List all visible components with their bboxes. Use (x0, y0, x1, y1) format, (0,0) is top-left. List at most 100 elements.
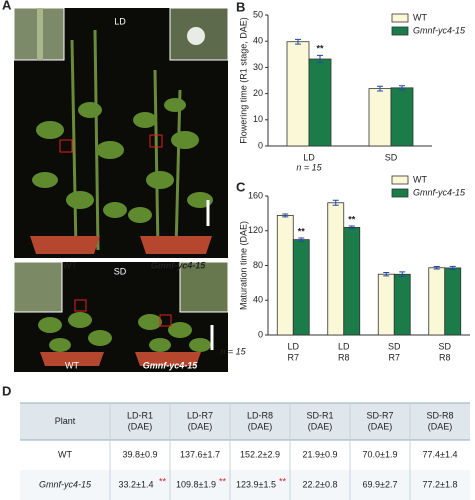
error-bar (449, 265, 456, 270)
table-header: LD-R7 (187, 410, 213, 420)
x-tick-label: SD (388, 341, 401, 351)
panel-label: C (236, 179, 246, 194)
x-tick-label: R8 (439, 352, 451, 362)
x-tick-label: SD (385, 152, 398, 162)
bar (343, 226, 361, 336)
table-significance: ** (279, 476, 287, 486)
panel-label: A (2, 0, 12, 12)
y-axis-label: Maturation time (DAE) (238, 221, 248, 310)
table-cell: 137.6±1.7 (180, 449, 220, 459)
significance: ** (316, 44, 324, 54)
y-tick-label: 160 (248, 190, 263, 200)
bar (292, 239, 310, 336)
photo-condition: LD (114, 16, 126, 26)
photo-top (13, 7, 229, 258)
error-bar (377, 85, 383, 92)
table-cell: 33.2±1.4 (119, 479, 154, 489)
table-header: (DAE) (368, 421, 393, 431)
significance: ** (348, 214, 356, 224)
photo-bottom (13, 261, 229, 372)
table-header: SD-R1 (306, 410, 333, 420)
table-header: (DAE) (128, 421, 153, 431)
panel-label: B (236, 0, 245, 14)
y-tick-label: 0 (258, 140, 263, 150)
table-cell: 152.2±2.9 (240, 449, 280, 459)
error-bar (383, 272, 390, 277)
error-bar (399, 85, 405, 91)
photo-label: WT (63, 260, 77, 270)
panel-label: D (2, 383, 11, 398)
error-bar (295, 38, 301, 45)
table-header: (DAE) (248, 421, 273, 431)
x-tick-label: R8 (338, 352, 350, 362)
bar (327, 202, 345, 336)
table-cell: 21.9±0.9 (303, 449, 338, 459)
table-header: (DAE) (308, 421, 333, 431)
y-tick-label: 10 (253, 114, 263, 124)
y-tick-label: 40 (253, 36, 263, 46)
bar (444, 267, 462, 336)
error-bar (433, 266, 440, 270)
table-header: Plant (55, 416, 76, 426)
error-bar (399, 271, 406, 278)
table-cell: 77.4±1.4 (423, 449, 458, 459)
bar (428, 267, 446, 336)
table-row-label: WT (58, 449, 72, 459)
photo-label: Gmnf-yc4-15 (151, 260, 207, 270)
y-tick-label: 40 (253, 295, 263, 305)
x-tick-label: LD (338, 341, 350, 351)
bar (286, 41, 310, 147)
table-cell: 77.2±1.8 (423, 479, 458, 489)
legend-label: Gmnf-yc4-15 (413, 187, 466, 197)
error-bar (298, 237, 305, 242)
sample-size: n = 15 (296, 162, 322, 172)
x-tick-label: LD (287, 341, 299, 351)
bar (377, 273, 395, 336)
x-tick-label: SD (438, 341, 451, 351)
table-cell: 22.2±0.8 (303, 479, 338, 489)
bar (390, 87, 414, 147)
legend-swatch (391, 13, 409, 23)
table-significance: ** (159, 476, 167, 486)
legend-swatch (391, 175, 409, 185)
legend-label: WT (413, 174, 427, 184)
table-cell: 69.9±2.7 (363, 479, 398, 489)
legend-swatch (391, 26, 409, 36)
table-row-bg (20, 470, 470, 500)
photo-label: Gmnf-yc4-15 (143, 360, 199, 370)
table-header-bg (20, 403, 470, 440)
y-tick-label: 30 (253, 62, 263, 72)
bar (276, 215, 294, 336)
table-header: (DAE) (188, 421, 213, 431)
x-tick-label: R7 (287, 352, 299, 362)
x-tick-label: LD (303, 152, 315, 162)
table-header: LD-R8 (247, 410, 273, 420)
error-bar (282, 213, 289, 218)
table-cell: 70.0±1.9 (363, 449, 398, 459)
photo-label: WT (65, 360, 79, 370)
table-header: SD-R8 (426, 410, 453, 420)
bar (368, 88, 392, 147)
x-tick-label: R7 (388, 352, 400, 362)
legend-swatch (391, 188, 409, 198)
table-cell: 39.8±0.9 (123, 449, 158, 459)
bar (308, 58, 332, 147)
error-bar (317, 54, 323, 64)
y-tick-label: 0 (258, 329, 263, 339)
table-cell: 109.8±1.9 (176, 479, 216, 489)
table-header: LD-R1 (127, 410, 153, 420)
y-tick-label: 50 (253, 9, 263, 19)
error-bar (348, 225, 355, 230)
bar (393, 273, 411, 336)
legend-label: WT (413, 12, 427, 22)
table-header: SD-R7 (366, 410, 393, 420)
table-significance: ** (219, 476, 227, 486)
table-cell: 123.9±1.5 (236, 479, 276, 489)
table-header: (DAE) (428, 421, 453, 431)
sample-size: n = 15 (220, 346, 246, 356)
y-tick-label: 80 (253, 260, 263, 270)
table-row-label: Gmnf-yc4-15 (39, 479, 92, 489)
error-bar (332, 199, 339, 206)
y-axis-label: Flowering time (R1 stage, DAE) (238, 17, 248, 144)
